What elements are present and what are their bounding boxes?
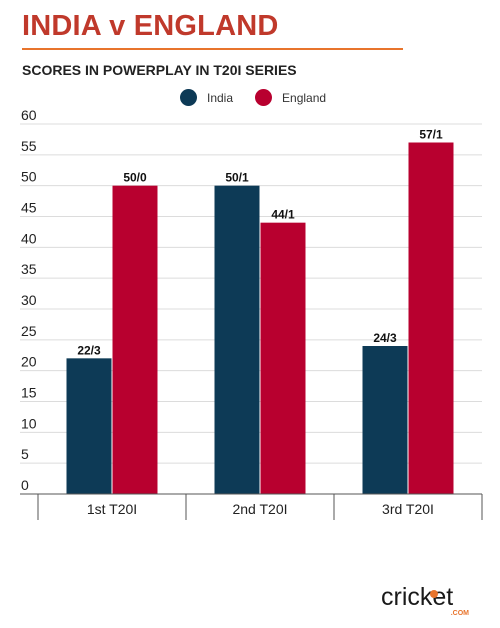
y-tick-label: 0 <box>21 477 29 493</box>
bar <box>362 346 408 494</box>
y-tick-label: 55 <box>21 138 37 154</box>
legend-item-england: England <box>255 89 326 106</box>
y-tick-label: 5 <box>21 446 29 462</box>
x-tick-label: 2nd T20I <box>232 501 287 517</box>
bar-value-label: 22/3 <box>77 343 101 357</box>
y-tick-label: 30 <box>21 292 37 308</box>
y-tick-label: 60 <box>21 107 37 123</box>
logo-suffix: .COM <box>450 610 469 617</box>
y-tick-label: 15 <box>21 385 37 401</box>
bar <box>66 358 112 494</box>
legend-label-india: India <box>207 90 234 105</box>
legend-swatch-india <box>180 89 197 106</box>
chart-title: INDIA v ENGLAND <box>22 10 279 42</box>
x-tick-label: 1st T20I <box>87 501 137 517</box>
logo-wordmark: cricket <box>381 583 453 611</box>
bar-value-label: 50/0 <box>123 171 147 185</box>
y-tick-label: 35 <box>21 261 37 277</box>
y-tick-label: 40 <box>21 230 37 246</box>
bar-value-label: 24/3 <box>373 331 397 345</box>
bar-value-label: 44/1 <box>271 208 295 222</box>
cricket-com-logo: cricket .COM <box>381 583 469 617</box>
legend-label-england: England <box>282 90 327 105</box>
logo-ball-icon <box>430 590 438 598</box>
bar <box>408 142 454 494</box>
legend-item-india: India <box>180 89 233 106</box>
title-underline <box>22 48 403 50</box>
y-tick-label: 45 <box>21 200 37 216</box>
bar <box>260 222 306 494</box>
y-tick-label: 50 <box>21 169 37 185</box>
legend: India England <box>180 89 348 106</box>
y-tick-label: 20 <box>21 354 37 370</box>
bar <box>112 185 158 494</box>
chart-subtitle: SCORES IN POWERPLAY IN T20I SERIES <box>22 62 297 78</box>
bar-value-label: 57/1 <box>419 128 443 142</box>
y-tick-label: 10 <box>21 415 37 431</box>
legend-swatch-england <box>255 89 273 106</box>
y-tick-label: 25 <box>21 323 37 339</box>
bar <box>214 185 260 494</box>
x-tick-label: 3rd T20I <box>382 501 434 517</box>
bar-value-label: 50/1 <box>225 171 249 185</box>
logo-graphic: cricket <box>381 583 453 611</box>
